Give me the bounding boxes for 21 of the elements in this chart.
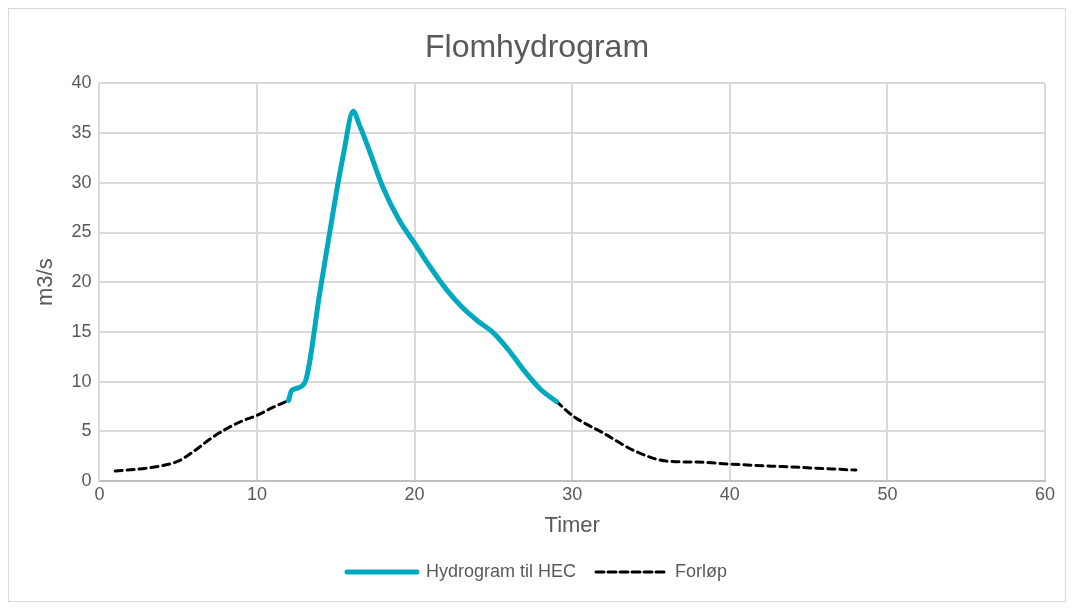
y-tick-label: 15: [71, 320, 92, 341]
legend-label: Forløp: [675, 560, 728, 581]
x-axis-title: Timer: [544, 511, 600, 537]
y-tick-label: 5: [81, 420, 92, 441]
y-axis-title: m3/s: [32, 258, 58, 307]
y-tick-label: 25: [71, 221, 92, 242]
y-tick-label: 10: [71, 370, 92, 391]
x-tick-label: 50: [877, 483, 898, 504]
chart-title: Flomhydrogram: [424, 28, 650, 65]
x-tick-label: 60: [1034, 483, 1056, 504]
y-tick-label: 0: [81, 469, 92, 490]
y-tick-label: 20: [71, 271, 92, 292]
y-tick-label: 35: [71, 122, 92, 143]
x-tick-label: 20: [404, 483, 425, 504]
legend-label: Hydrogram til HEC: [425, 560, 577, 581]
y-tick-label: 40: [71, 72, 92, 93]
x-tick-label: 10: [247, 483, 268, 504]
x-tick-label: 30: [562, 483, 583, 504]
x-tick-label: 40: [719, 483, 740, 504]
y-tick-label: 30: [71, 171, 92, 192]
x-tick-label: 0: [94, 483, 105, 504]
